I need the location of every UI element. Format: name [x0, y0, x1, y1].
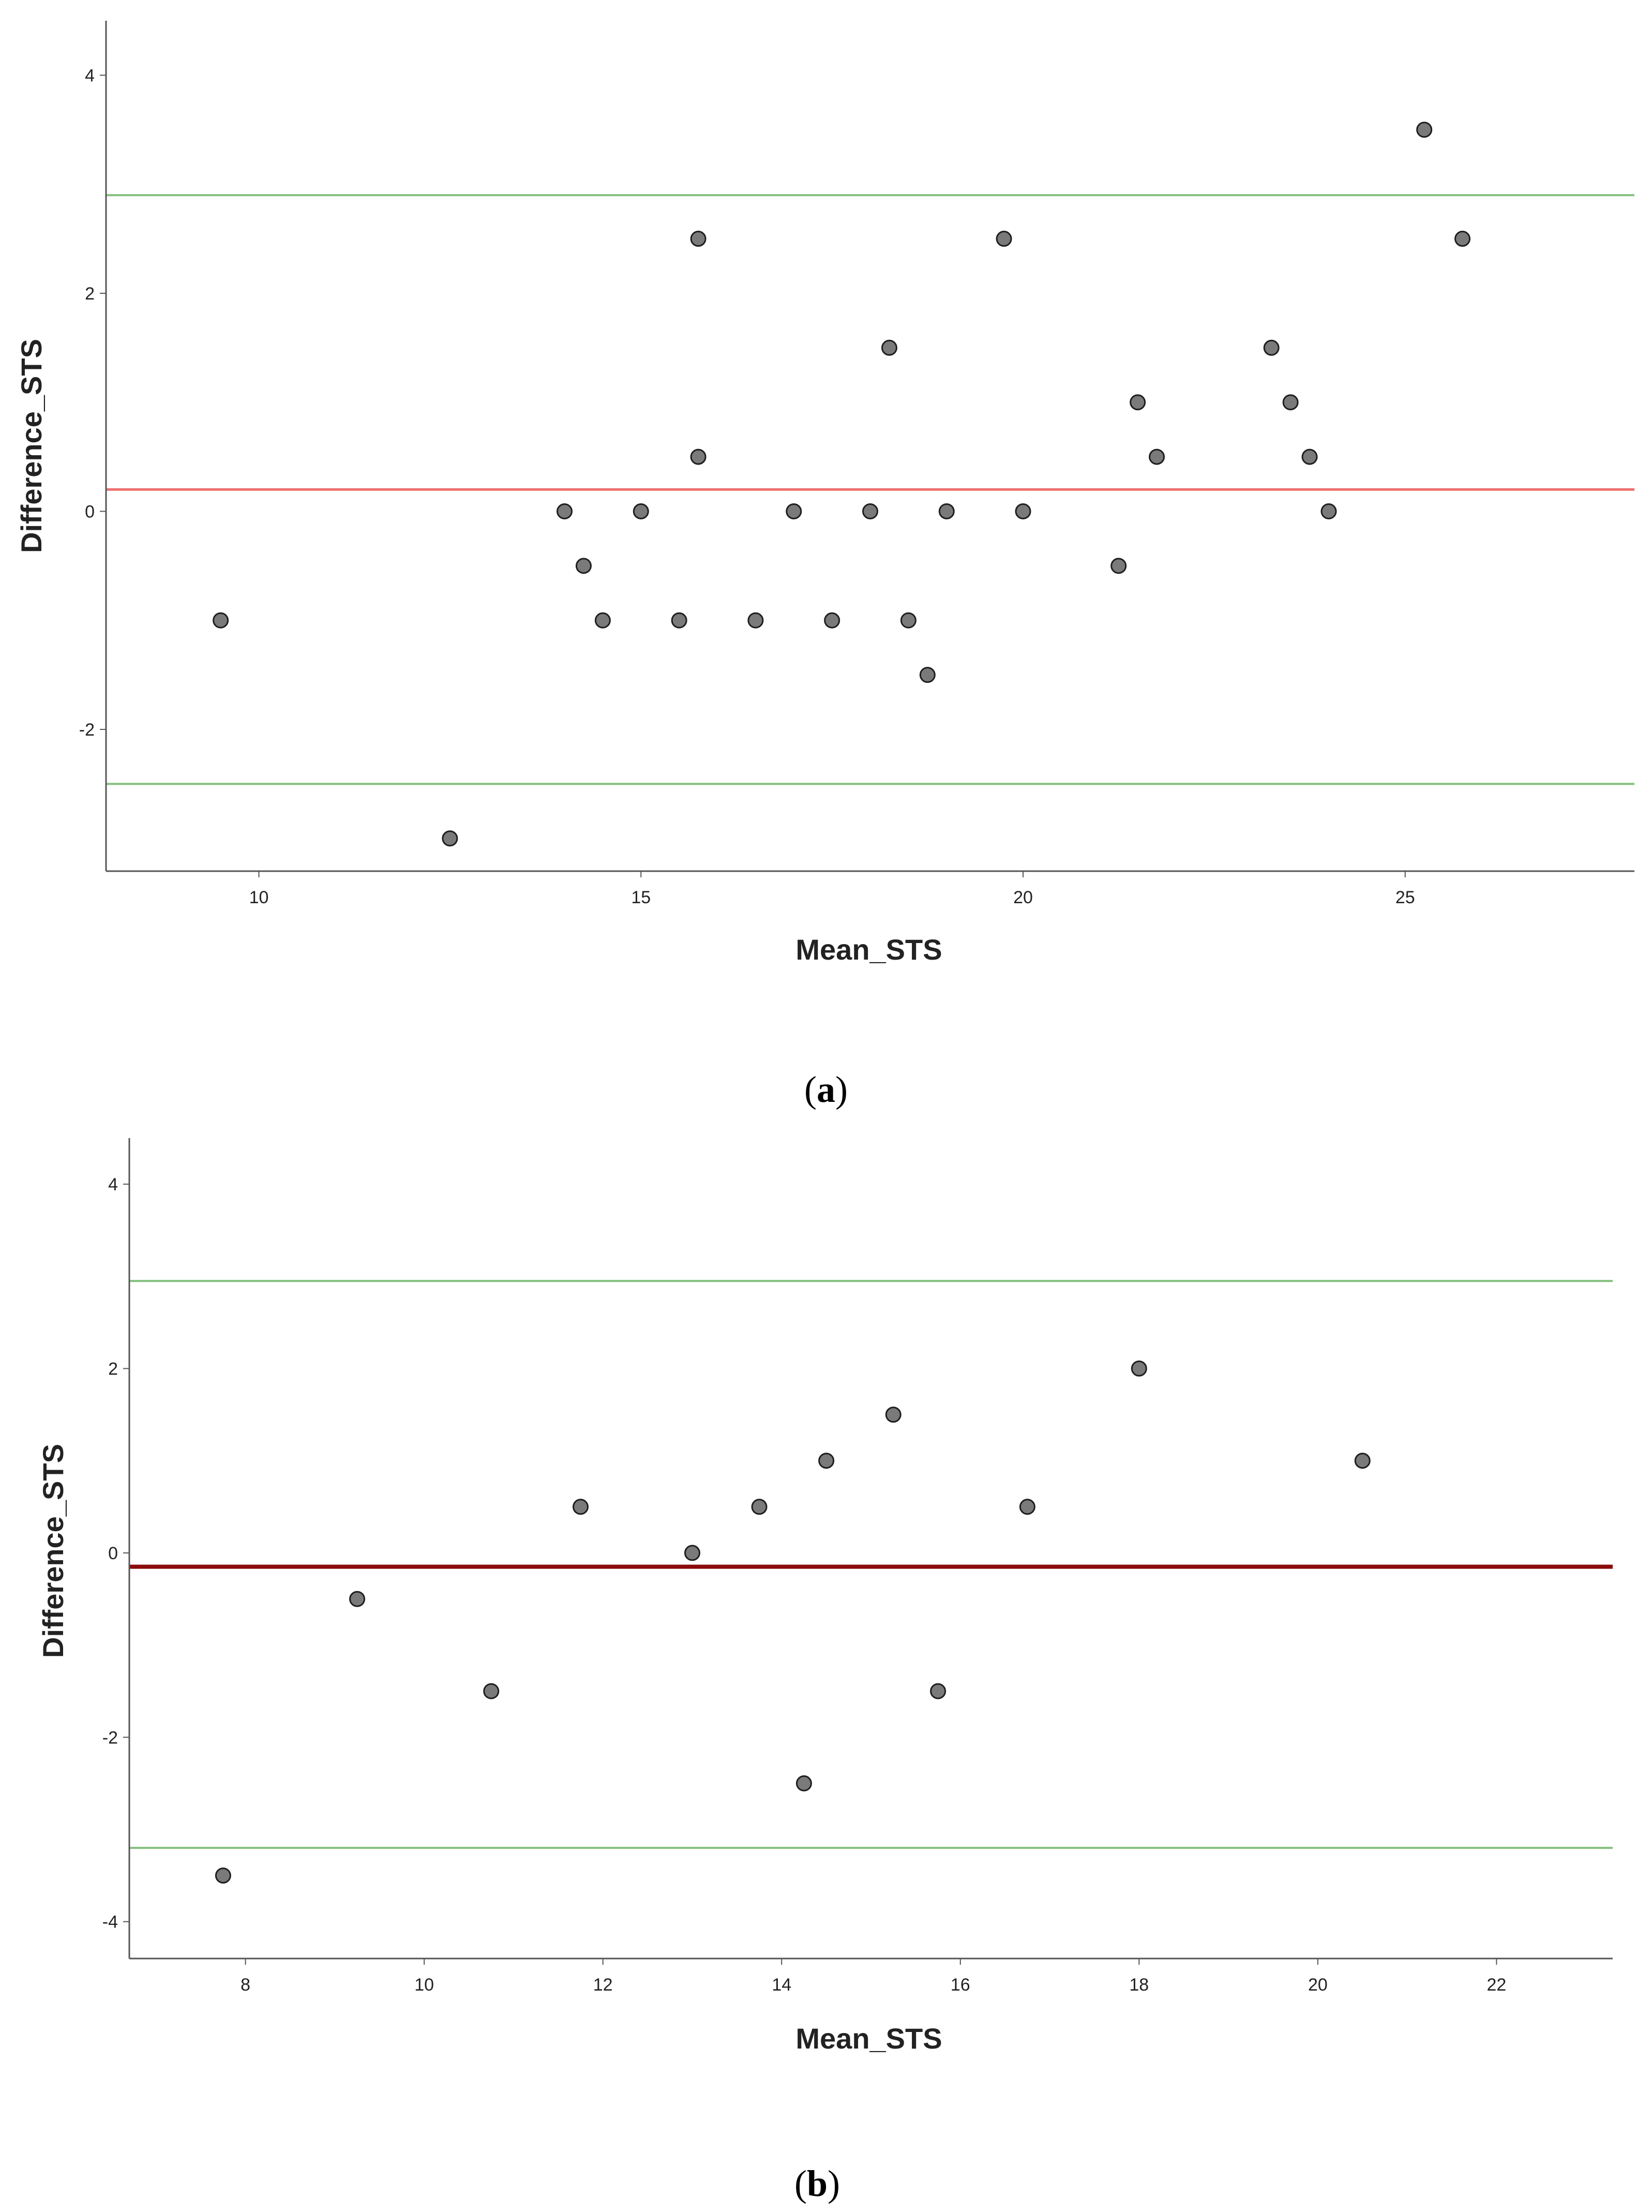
panel-b-data-point: [483, 1683, 500, 1699]
panel-b-data-point: [1354, 1453, 1371, 1469]
panel-b-y-tick-label: -2: [102, 1728, 118, 1747]
panel-a-data-point: [881, 339, 897, 356]
panel-b-y-tick-label: 2: [108, 1359, 118, 1379]
panel-a-data-point: [786, 503, 802, 519]
panel-a-data-point: [1282, 394, 1299, 411]
panel-b-x-tick-label: 8: [241, 1975, 250, 1995]
panel-a-data-point: [1301, 449, 1318, 465]
panel-a-data-point: [1015, 503, 1031, 519]
panel-b-data-point: [930, 1683, 947, 1699]
panel-a-x-tick-label: 10: [249, 888, 269, 907]
panel-b-y-tick-label: 4: [108, 1175, 118, 1194]
panel-a-data-point: [671, 612, 687, 629]
panel-a-data-point: [919, 667, 936, 683]
panel-a-label: (a): [804, 1069, 848, 1110]
panel-a-y-tick-label: 2: [85, 284, 95, 304]
panel-a-reference-lines: [106, 194, 1634, 785]
panel-b-x-axis-title: Mean_STS: [795, 2022, 942, 2055]
panel-b-data-point: [215, 1867, 231, 1884]
panel-a-data-point: [938, 503, 955, 519]
panel-a-points: [213, 122, 1471, 847]
panel-a-data-point: [1110, 558, 1127, 574]
panel-a-data-point: [213, 612, 229, 629]
panel-b-reference-lines: [129, 1280, 1613, 1849]
panel-a-data-point: [996, 231, 1012, 247]
panel-b-x-tick-label: 10: [414, 1975, 434, 1995]
panel-b-data-point: [1131, 1361, 1147, 1377]
panel-b-y-tick-label: 0: [108, 1544, 118, 1563]
panel-a-data-point: [442, 830, 458, 847]
panel-a-y-ticks: -2 0 2 4: [79, 66, 106, 740]
panel-a-label-letter: a: [817, 1069, 835, 1110]
panel-b-x-tick-label: 22: [1486, 1975, 1506, 1995]
panel-b-data-point: [349, 1591, 366, 1607]
panel-a-data-point: [557, 503, 573, 519]
panel-a-data-point: [862, 503, 878, 519]
panel-b-x-ticks: 8 10 12 14 16 18 20 22: [241, 1959, 1506, 1995]
panel-a-data-point: [690, 231, 707, 247]
panel-a-chart: 10 15 20 25 -2 0 2 4 Mean_STS Difference_STS (…: [15, 21, 1634, 1110]
panel-b-x-tick-label: 18: [1129, 1975, 1149, 1995]
panel-b-data-point: [572, 1499, 589, 1515]
panel-a-data-point: [1263, 339, 1280, 356]
panel-a-x-ticks: 10 15 20 25: [249, 871, 1415, 907]
panel-b-x-tick-label: 12: [593, 1975, 613, 1995]
panel-a-data-point: [747, 612, 764, 629]
panel-a-data-point: [1149, 449, 1165, 465]
panel-a-x-tick-label: 15: [631, 888, 651, 907]
panel-a-data-point: [690, 449, 707, 465]
panel-a-data-point: [1416, 122, 1433, 138]
panel-b-y-axis-title: Difference_STS: [37, 1444, 69, 1658]
panel-b-x-tick-label: 20: [1308, 1975, 1328, 1995]
panel-a-data-point: [1454, 231, 1471, 247]
panel-a-data-point: [1130, 394, 1146, 411]
panel-a-y-tick-label: 0: [85, 502, 95, 521]
panel-b-y-tick-label: -4: [102, 1912, 118, 1932]
panel-a-data-point: [594, 612, 611, 629]
panel-b-label-letter: b: [807, 2163, 828, 2204]
panel-b-chart: 8 10 12 14 16 18 20 22 -4 -2 0 2 4 Mean_STS Differe…: [37, 1138, 1613, 2204]
panel-b-data-point: [751, 1499, 768, 1515]
panel-a-y-axis-title: Difference_STS: [15, 339, 48, 553]
panel-b-points: [215, 1361, 1371, 1884]
panel-a-data-point: [1320, 503, 1337, 519]
panel-a-y-tick-label: 4: [85, 66, 95, 85]
panel-b-x-tick-label: 14: [772, 1975, 791, 1995]
panel-b-data-point: [1019, 1499, 1035, 1515]
panel-a-y-tick-label: -2: [79, 720, 95, 740]
panel-b-data-point: [885, 1407, 902, 1423]
panel-a-x-tick-label: 20: [1013, 888, 1033, 907]
panel-b-data-point: [684, 1545, 700, 1561]
panel-b-y-ticks: -4 -2 0 2 4: [102, 1175, 129, 1932]
panel-a-data-point: [824, 612, 840, 629]
panel-a-x-tick-label: 25: [1395, 888, 1415, 907]
panel-b-data-point: [818, 1453, 835, 1469]
panel-a-data-point: [633, 503, 649, 519]
panel-a-data-point: [900, 612, 917, 629]
panel-b-label: (b): [794, 2163, 840, 2204]
panel-b-data-point: [795, 1775, 812, 1791]
panel-b-x-tick-label: 16: [951, 1975, 970, 1995]
panel-a-x-axis-title: Mean_STS: [795, 933, 942, 966]
panel-a-data-point: [575, 558, 592, 574]
